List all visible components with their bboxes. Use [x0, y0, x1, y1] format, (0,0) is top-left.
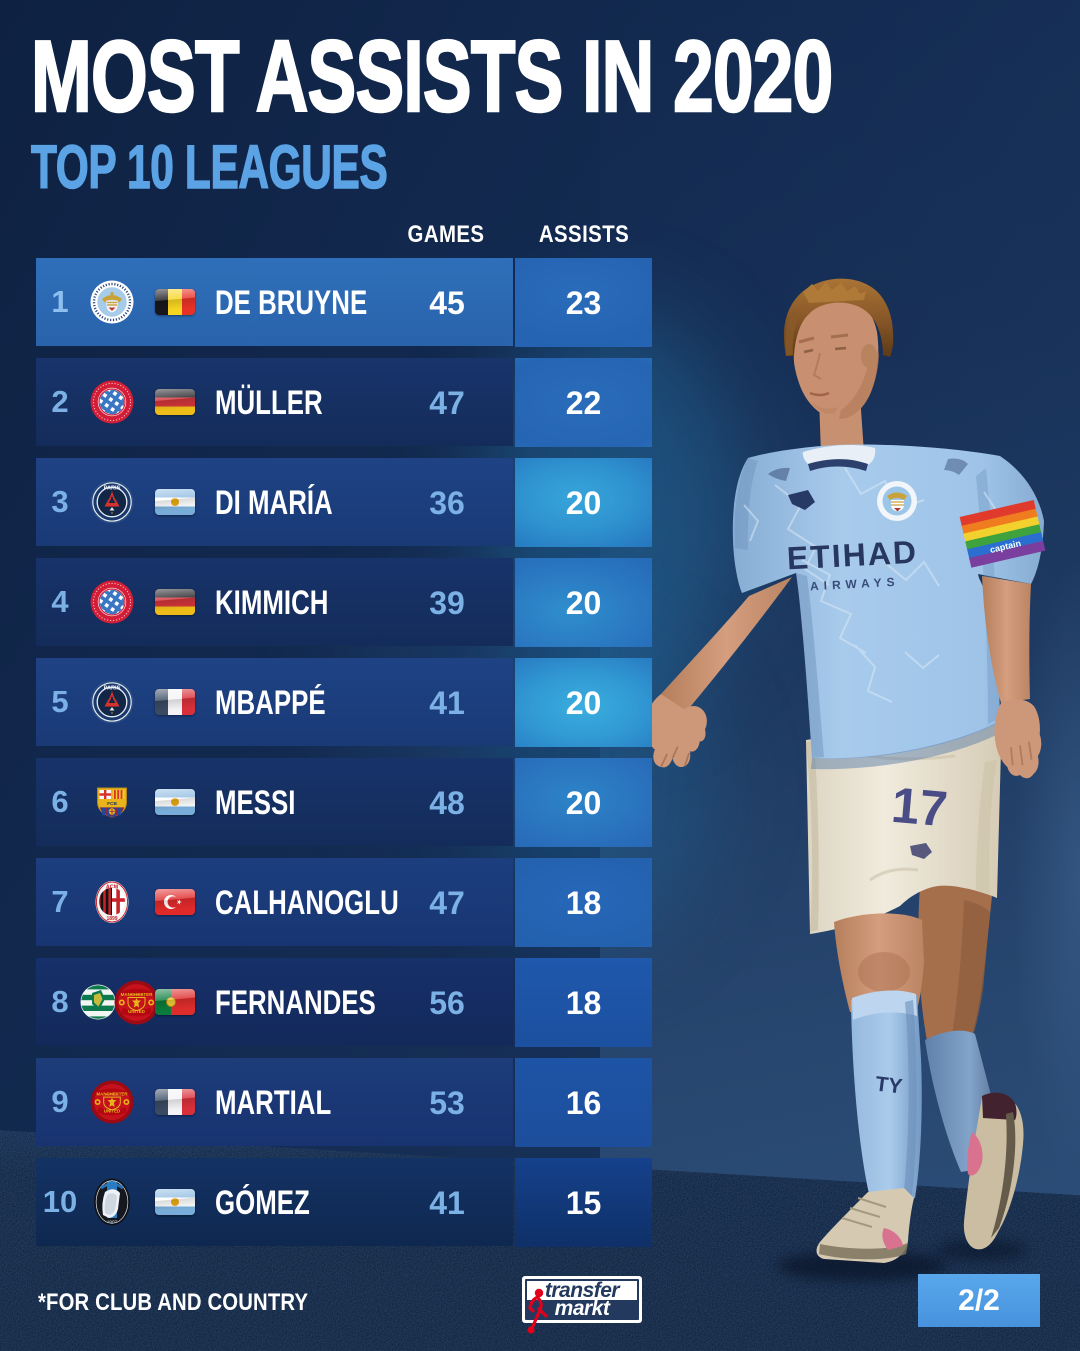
svg-text:ACM: ACM	[106, 885, 119, 891]
svg-text:PARIS: PARIS	[104, 485, 121, 491]
svg-text:UNITED: UNITED	[128, 1009, 146, 1014]
svg-text:TY: TY	[874, 1072, 903, 1098]
svg-text:UNITED: UNITED	[104, 1108, 120, 1113]
svg-text:FCB: FCB	[107, 801, 117, 807]
svg-text:PARIS: PARIS	[104, 685, 121, 691]
svg-text:1899: 1899	[106, 916, 117, 922]
svg-text:17: 17	[889, 777, 949, 838]
svg-text:1907: 1907	[107, 1219, 118, 1224]
svg-text:ETIHAD: ETIHAD	[786, 534, 919, 577]
svg-text:AIRWAYS: AIRWAYS	[810, 575, 900, 594]
